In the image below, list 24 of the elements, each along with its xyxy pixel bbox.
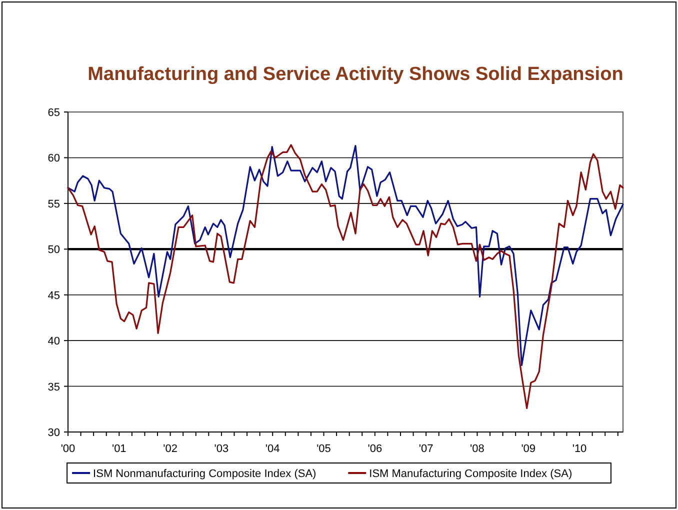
x-tick-label: '02: [163, 443, 178, 455]
y-tick-label: 40: [48, 336, 60, 348]
x-tick-label: '03: [214, 443, 229, 455]
y-tick-label: 45: [48, 290, 60, 302]
x-tick-label: '09: [521, 443, 536, 455]
line-series: [67, 144, 624, 410]
x-tick-label: '01: [112, 443, 126, 455]
y-tick-label: 55: [48, 198, 60, 210]
line-series: [67, 145, 624, 366]
y-tick-label: 60: [48, 152, 60, 165]
x-tick-label: '08: [470, 443, 484, 455]
x-tick-label: '04: [265, 443, 280, 455]
x-tick-label: '00: [60, 443, 76, 455]
y-tick-label: 30: [48, 427, 60, 439]
x-tick-label: '06: [368, 443, 382, 455]
x-tick-label: '07: [418, 443, 434, 455]
y-tick-label: 35: [48, 381, 60, 394]
y-tick-label: 65: [48, 107, 60, 119]
x-tick-label: '05: [316, 443, 331, 455]
legend-label: ISM Manufacturing Composite Index (SA): [369, 468, 572, 480]
x-tick-label: '10: [572, 443, 587, 455]
legend-label: ISM Nonmanufacturing Composite Index (SA): [93, 468, 316, 480]
chart-title: Manufacturing and Service Activity Shows Solid Expansion: [88, 64, 624, 85]
y-tick-label: 50: [48, 244, 60, 256]
